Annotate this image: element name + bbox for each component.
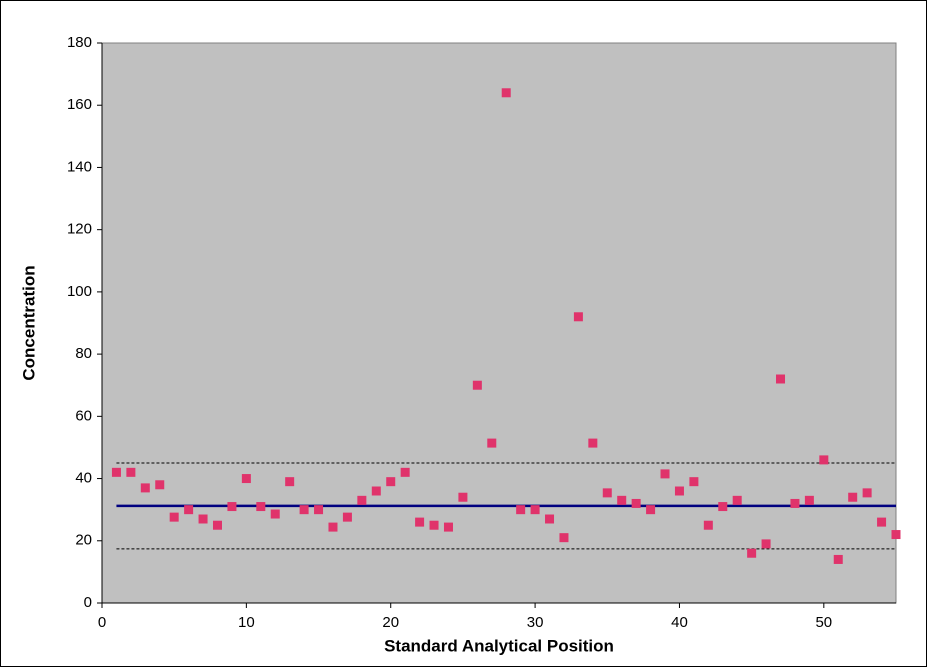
point — [660, 469, 670, 479]
point — [588, 438, 598, 448]
y-tick-label: 40 — [75, 470, 92, 487]
point — [227, 502, 237, 512]
point — [761, 539, 771, 549]
point — [646, 505, 656, 515]
point — [140, 483, 150, 493]
point — [111, 467, 121, 477]
x-tick-label: 0 — [98, 614, 106, 631]
point — [545, 514, 555, 524]
point — [342, 512, 352, 522]
point — [776, 374, 786, 384]
point — [877, 517, 887, 527]
plot-area — [101, 42, 897, 604]
point — [126, 467, 136, 477]
point — [256, 502, 266, 512]
point — [848, 492, 858, 502]
point — [501, 88, 511, 98]
point — [732, 495, 742, 505]
point — [299, 505, 309, 515]
point — [689, 477, 699, 487]
y-tick-label: 80 — [75, 345, 92, 362]
x-tick-label: 40 — [671, 614, 688, 631]
point — [530, 505, 540, 515]
point — [155, 480, 165, 490]
point — [357, 495, 367, 505]
y-tick-label: 20 — [75, 532, 92, 549]
point — [631, 498, 641, 508]
x-axis-title: Standard Analytical Position — [384, 636, 614, 655]
point — [862, 488, 872, 498]
x-tick-label: 30 — [527, 614, 544, 631]
point — [703, 520, 713, 530]
x-tick-label: 50 — [815, 614, 832, 631]
point — [674, 486, 684, 496]
point — [184, 505, 194, 515]
y-tick-label: 160 — [67, 96, 92, 113]
point — [169, 512, 179, 522]
point — [891, 530, 901, 540]
point — [833, 554, 843, 564]
point — [617, 495, 627, 505]
point — [516, 505, 526, 515]
point — [573, 312, 583, 322]
point — [198, 514, 208, 524]
point — [602, 488, 612, 498]
point — [285, 477, 295, 487]
point — [559, 533, 569, 543]
y-tick-label: 180 — [67, 34, 92, 51]
point — [400, 467, 410, 477]
point — [804, 495, 814, 505]
point — [270, 509, 280, 519]
point — [472, 380, 482, 390]
y-tick-label: 120 — [67, 221, 92, 238]
x-tick-label: 10 — [238, 614, 255, 631]
point — [443, 522, 453, 532]
y-tick-label: 0 — [84, 594, 92, 611]
point — [314, 505, 324, 515]
point — [371, 486, 381, 496]
point — [212, 520, 222, 530]
point — [790, 498, 800, 508]
point — [429, 520, 439, 530]
point — [241, 474, 251, 484]
point — [718, 502, 728, 512]
point — [487, 438, 497, 448]
x-tick-label: 20 — [382, 614, 399, 631]
point — [747, 548, 757, 558]
y-tick-label: 140 — [67, 158, 92, 175]
point — [415, 517, 425, 527]
y-tick-label: 60 — [75, 407, 92, 424]
y-axis-title: Concentration — [19, 265, 38, 380]
point — [458, 492, 468, 502]
y-tick-label: 100 — [67, 283, 92, 300]
point — [819, 455, 829, 465]
point — [328, 522, 338, 532]
point — [386, 477, 396, 487]
